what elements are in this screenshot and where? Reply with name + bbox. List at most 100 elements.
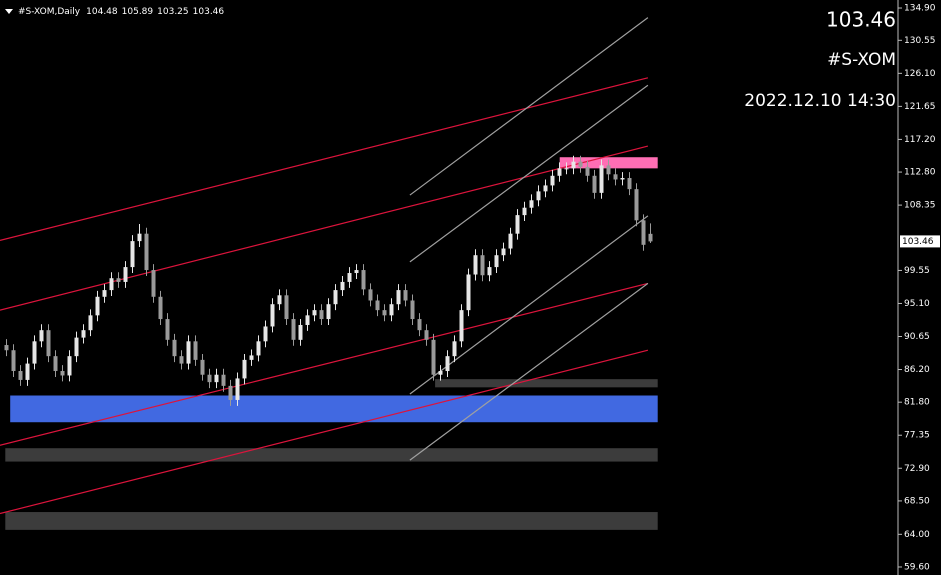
candle-body	[116, 278, 121, 282]
current-price-large: 103.46	[826, 8, 896, 32]
candle-body	[494, 255, 499, 268]
candle-body	[333, 290, 338, 305]
candle-body	[270, 304, 275, 327]
y-tick-label: 77.35	[904, 431, 930, 441]
candle-body	[95, 296, 100, 316]
candle-body	[137, 233, 142, 242]
candle-body	[263, 326, 268, 342]
candle-body	[130, 241, 135, 268]
candle-body	[599, 165, 604, 193]
candle-body	[284, 295, 289, 320]
candle-body	[158, 296, 163, 320]
candle-body	[522, 207, 527, 216]
candle-body	[221, 374, 226, 386]
candle-body	[18, 371, 23, 380]
price-axis: 134.90 130.55 126.10 121.65 117.20 112.80 108.…	[898, 4, 940, 572]
candle-body	[32, 341, 37, 364]
candle-body	[235, 378, 240, 400]
candle-body	[298, 324, 303, 340]
current-price-box	[900, 235, 940, 248]
candle-body	[487, 267, 492, 276]
candle-body	[67, 356, 72, 376]
candle-body	[550, 175, 555, 186]
candle-body	[424, 330, 429, 340]
candle-body	[536, 191, 541, 201]
candle-body	[186, 341, 191, 364]
candle-body	[340, 281, 345, 291]
candle-body	[228, 385, 233, 400]
candle-body	[529, 200, 534, 208]
candle-body	[648, 233, 653, 242]
candle-body	[473, 255, 478, 275]
y-tick-label: 86.20	[904, 365, 930, 375]
candle-body	[214, 374, 219, 383]
trendline	[409, 215, 649, 395]
candle-body	[242, 359, 247, 379]
y-tick-label: 121.65	[904, 102, 936, 112]
y-tick-label: 108.35	[904, 201, 936, 211]
trendlines	[0, 17, 649, 515]
symbol: #S-XOM	[827, 50, 896, 70]
candle-body	[368, 289, 373, 301]
trendline	[409, 17, 649, 196]
candle-body	[81, 330, 86, 338]
candle-body	[375, 300, 380, 311]
candle-body	[627, 178, 632, 190]
candle-body	[200, 359, 205, 375]
header-close: 103.46	[193, 7, 225, 17]
candle-body	[389, 304, 394, 316]
y-tick-label: 72.90	[904, 464, 930, 474]
candle-body	[459, 310, 464, 342]
candle-body	[466, 274, 471, 311]
candle-body	[326, 304, 331, 320]
candle-body	[172, 339, 177, 357]
candle-body	[179, 356, 184, 364]
candle-body	[249, 355, 254, 360]
candle-body	[613, 174, 618, 180]
candle-body	[606, 165, 611, 175]
y-tick-label: 117.20	[904, 135, 936, 145]
candle-body	[354, 270, 359, 274]
candle-body	[39, 330, 44, 342]
candle-body	[102, 290, 107, 297]
candle-body	[123, 267, 128, 282]
candle-body	[165, 319, 170, 340]
candle-body	[445, 356, 450, 372]
candle-body	[557, 168, 562, 176]
trendline	[409, 282, 649, 461]
candle-body	[515, 215, 520, 234]
candle-body	[501, 248, 506, 256]
candle-body	[571, 161, 576, 169]
candle-body	[382, 310, 387, 316]
candle-body	[305, 315, 310, 325]
candle-body	[347, 273, 352, 282]
candle-body	[403, 290, 408, 301]
candle-body	[46, 330, 51, 357]
trendline	[0, 349, 649, 515]
candle-body	[641, 220, 646, 245]
zone	[435, 379, 658, 388]
candles	[4, 155, 653, 406]
header-high: 105.89	[122, 7, 154, 17]
candle-body	[578, 161, 583, 167]
candle-body	[452, 341, 457, 357]
y-tick-label: 64.00	[904, 530, 930, 540]
candle-body	[53, 356, 58, 372]
menu-arrow[interactable]	[5, 9, 13, 14]
zone	[5, 448, 658, 462]
candle-body	[60, 371, 65, 376]
candle-body	[592, 175, 597, 193]
candle-body	[585, 166, 590, 176]
candle-body	[74, 337, 79, 357]
candle-body	[417, 319, 422, 331]
candle-body	[4, 345, 9, 351]
candle-body	[144, 233, 149, 271]
zone	[10, 395, 658, 423]
trendline	[0, 145, 649, 311]
candle-body	[256, 341, 261, 356]
candle-body	[564, 168, 569, 170]
zone	[5, 512, 658, 530]
candle-body	[480, 255, 485, 276]
